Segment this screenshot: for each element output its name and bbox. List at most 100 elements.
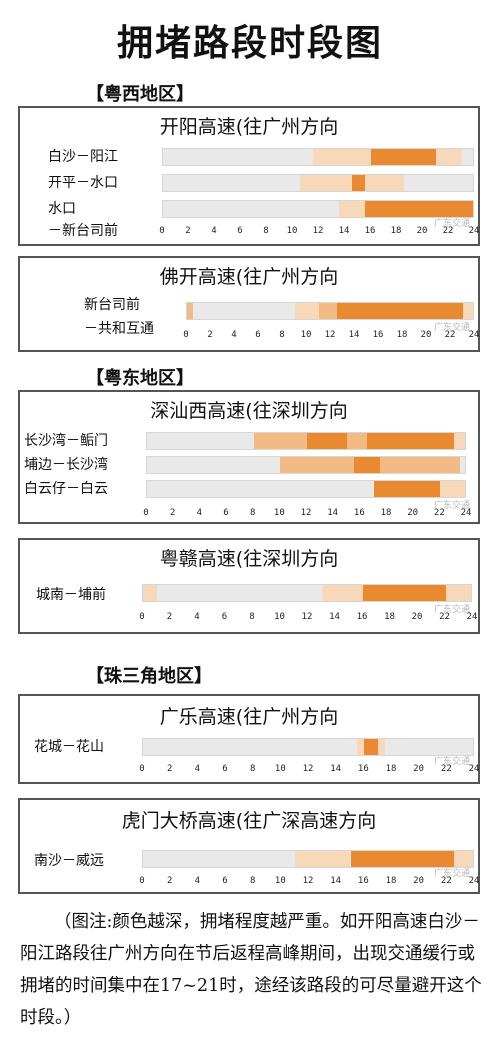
region-label-west: 【粤西地区】: [86, 84, 194, 105]
page-title: 拥堵路段时段图: [116, 23, 383, 64]
congestion-bar: [363, 585, 446, 601]
chart-title-fokai: 佛开高速(往广州方向: [159, 266, 339, 288]
congestion-bar: [253, 433, 307, 449]
tick-label: 18: [380, 508, 392, 518]
congestion-bar: [463, 303, 473, 319]
tick-label: 4: [211, 226, 217, 236]
tick-label: 6: [221, 612, 228, 622]
tick-label: 4: [196, 508, 203, 518]
tick-label: 10: [286, 226, 298, 236]
tick-label: 14: [330, 764, 342, 774]
x-axis-ticks: 0 2 4 6 8 10 12 14 16 18 20 22 24: [139, 764, 479, 776]
congestion-bar: [307, 433, 347, 449]
tick-label: 20: [420, 330, 432, 340]
tick-label: 10: [273, 508, 285, 518]
congestion-bar: [453, 433, 465, 449]
time-track: [186, 302, 474, 320]
row-label: 花城－花山: [34, 739, 104, 755]
tick-label: 6: [222, 876, 228, 886]
tick-label: 24: [468, 876, 480, 886]
time-track: [146, 480, 466, 498]
tick-label: 14: [327, 508, 339, 518]
tick-label: 20: [411, 612, 423, 622]
congestion-bar: [321, 585, 363, 601]
tick-label: 4: [231, 330, 237, 340]
row-label: 开平－水口: [48, 175, 118, 191]
congestion-bar: [347, 433, 367, 449]
congestion-bar: [371, 149, 436, 165]
tick-label: 16: [357, 764, 369, 774]
tick-label: 10: [274, 612, 285, 622]
x-axis-ticks: 0 2 4 6 8 10 12 14 16 18 20 22 24: [183, 330, 479, 342]
tick-label: 10: [274, 764, 286, 774]
watermark-logo: 广东交通: [433, 219, 470, 229]
chart-panel-guangle: 广乐高速(往广州方向 花城－花山 0 2 4 6 8 10 12 14 16 18 20 22 24 广东交通: [18, 694, 480, 784]
tick-label: 22: [442, 226, 454, 236]
tick-label: 8: [249, 612, 255, 622]
tick-label: 12: [300, 508, 312, 518]
tick-label: 0: [139, 764, 145, 774]
tick-label: 14: [330, 876, 342, 886]
chart-panel-fokai: 佛开高速(往广州方向 新台司前 －共和互通 0 2 4 6 8 10 12 14 16 18 20 22 24…: [18, 256, 480, 352]
congestion-bar: [312, 149, 371, 165]
chart-title-kaiyang: 开阳高速(往广州方向: [159, 116, 339, 138]
chart-panel-humen: 虎门大桥高速(往广深高速方向 南沙－威远 0 2 4 6 8 10 12 14 16 18 20 22 24…: [18, 798, 480, 894]
row-label: 城南－埔前: [36, 587, 106, 603]
row-label: 长沙湾－鲘门: [24, 433, 108, 449]
chart-title-shenshanxi: 深汕西高速(往深圳方向: [150, 400, 348, 422]
congestion-bar: [364, 739, 379, 755]
tick-label: 12: [302, 876, 314, 886]
tick-label: 0: [159, 226, 165, 236]
tick-label: 6: [255, 330, 261, 340]
chart-panel-kaiyang: 开阳高速(往广州方向 白沙－阳江 开平－水口 水口 －新台司前 0 2 4 6 8 10 12 14 16…: [18, 106, 480, 246]
tick-label: 22: [440, 876, 452, 886]
tick-label: 24: [468, 764, 480, 774]
row-label-continued: －新台司前: [48, 223, 118, 239]
tick-label: 0: [143, 508, 149, 518]
tick-label: 18: [384, 612, 395, 622]
row-label: 白云仔－白云: [24, 481, 108, 497]
tick-label: 24: [466, 612, 478, 622]
tick-label: 12: [312, 226, 324, 236]
tick-label: 12: [324, 330, 336, 340]
congestion-bar: [367, 433, 454, 449]
x-axis-ticks: 0 2 4 6 8 10 12 14 16 18 20 22 24: [143, 508, 471, 520]
congestion-bar: [350, 851, 455, 867]
chart-title-yuegan: 粤赣高速(往深圳方向: [159, 548, 339, 570]
tick-label: 2: [207, 330, 213, 340]
row-label: 南沙－威远: [34, 853, 104, 869]
tick-label: 0: [139, 612, 145, 622]
tick-label: 2: [166, 612, 173, 622]
tick-label: 22: [440, 764, 452, 774]
tick-label: 0: [183, 330, 189, 340]
tick-label: 6: [237, 226, 243, 236]
region-label-prd: 【珠三角地区】: [86, 666, 212, 687]
congestion-bar: [337, 303, 463, 319]
congestion-bar: [364, 175, 404, 191]
tick-label: 0: [139, 876, 145, 886]
congestion-bar: [143, 585, 157, 601]
tick-label: 18: [396, 330, 408, 340]
chart-title-humen: 虎门大桥高速(往广深高速方向: [121, 810, 377, 832]
tick-label: 8: [249, 876, 256, 886]
tick-label: 10: [274, 876, 286, 886]
watermark-logo: 广东交通: [433, 757, 470, 767]
tick-label: 6: [222, 764, 228, 774]
time-track: [146, 432, 466, 450]
tick-label: 2: [169, 508, 176, 518]
time-track: [162, 148, 474, 166]
x-axis-ticks: 0 2 4 6 8 10 12 14 16 18 20 22 24: [139, 876, 479, 888]
tick-label: 20: [413, 764, 425, 774]
congestion-bar: [357, 739, 365, 755]
tick-label: 24: [468, 330, 480, 340]
row-label-continued: －共和互通: [84, 321, 154, 337]
row-label: 白沙－阳江: [48, 149, 118, 165]
tick-label: 18: [390, 226, 402, 236]
congestion-bar: [364, 201, 473, 217]
watermark-logo: 广东交通: [433, 501, 470, 511]
chart-panel-yuegan: 粤赣高速(往深圳方向 城南－埔前 0 2 4 6 8 10 12 14 16 18 20 22 24 广东交通: [18, 538, 480, 634]
congestion-bar: [295, 851, 351, 867]
tick-label: 8: [249, 508, 256, 518]
tick-label: 12: [302, 764, 314, 774]
tick-label: 6: [223, 508, 229, 518]
